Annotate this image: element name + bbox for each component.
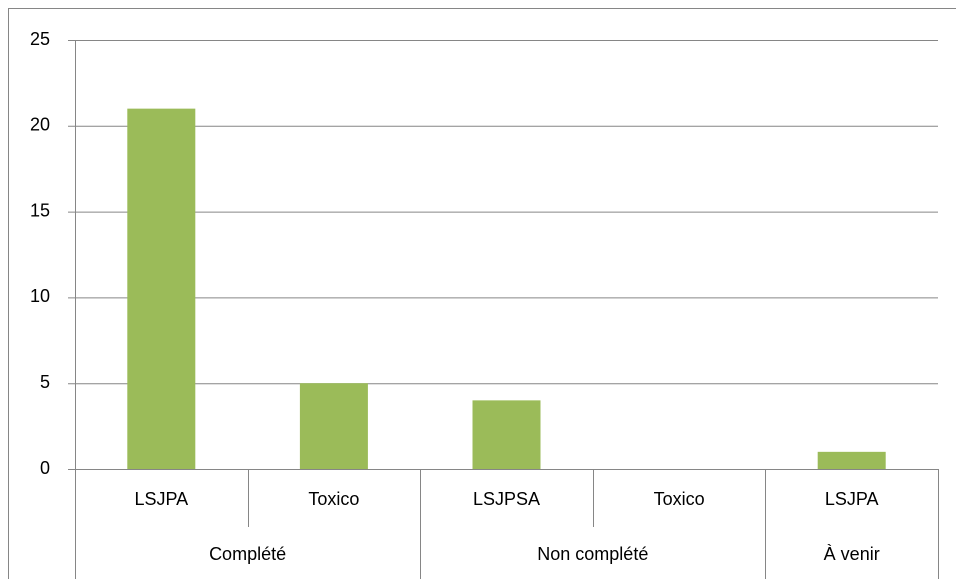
y-tick-label: 25 — [30, 29, 50, 49]
y-tick-label: 20 — [30, 115, 50, 135]
bar — [818, 452, 886, 469]
x-tick-label: Toxico — [308, 489, 359, 509]
y-tick-label: 0 — [40, 458, 50, 478]
x-tick-label: Toxico — [654, 489, 705, 509]
group-label: Complété — [209, 544, 286, 564]
group-label: Non complété — [537, 544, 648, 564]
x-tick-label: LSJPSA — [473, 489, 540, 509]
x-tick-label: LSJPA — [134, 489, 188, 509]
bar — [473, 400, 541, 469]
y-tick-label: 10 — [30, 286, 50, 306]
y-tick-label: 5 — [40, 372, 50, 392]
bar — [300, 383, 368, 469]
y-tick-label: 15 — [30, 200, 50, 220]
bar — [127, 109, 195, 469]
x-tick-label: LSJPA — [825, 489, 879, 509]
group-label: À venir — [824, 544, 880, 564]
